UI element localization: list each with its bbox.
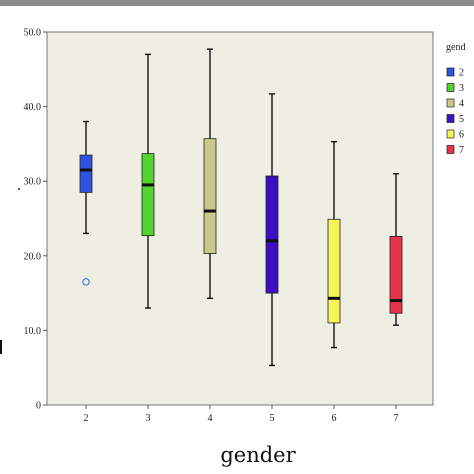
y-tick-label: 20.0 [24,251,42,262]
legend-label-3: 3 [459,83,464,94]
box [389,236,403,314]
legend-swatch-4 [446,98,455,108]
legend-swatch-3 [446,83,455,92]
box-group-4 [203,48,217,300]
legend-label-2: 2 [459,68,464,79]
legend-swatch-6 [446,129,455,139]
x-tick-label: 4 [208,413,213,424]
x-tick-label: 2 [84,413,89,424]
legend-swatch-7 [446,145,455,154]
y-tick-label: 10.0 [24,326,42,337]
legend-swatch-2 [446,67,455,77]
y-tick-label: 50.0 [24,28,42,39]
y-tick-label: 30.0 [24,177,42,188]
x-tick-label: 7 [394,413,399,424]
y-tick-label: 40.0 [24,102,42,113]
left-edge-mark [18,188,20,190]
box [265,175,279,294]
plot-area [46,31,434,406]
legend-label-7: 7 [459,145,464,156]
outlier-point [82,278,90,286]
x-axis: 2 3 4 5 6 7 [84,405,399,424]
left-edge-mark [0,340,2,354]
legend-label-6: 6 [459,130,464,141]
legend-swatch-5 [446,114,455,123]
box-group-3 [141,53,155,309]
legend-title: gend [446,42,465,53]
boxes-layer [79,48,403,367]
x-tick-label: 3 [146,413,151,424]
legend-label-5: 5 [459,114,464,125]
box-group-2 [79,120,93,286]
box-group-5 [265,93,279,367]
box-group-7 [389,173,403,326]
y-axis: 0 10.0 20.0 30.0 40.0 50.0 [24,28,47,412]
box-group-6 [327,140,341,349]
box [327,218,341,324]
x-axis-label: gender [220,443,296,467]
y-tick-label: 0 [36,401,41,412]
legend-label-4: 4 [459,99,464,110]
box [79,154,93,193]
top-border [0,0,474,6]
legend: gend 2 3 4 5 6 7 [446,42,465,156]
x-tick-label: 5 [270,413,275,424]
box [141,153,155,237]
box [203,138,217,254]
x-tick-label: 6 [332,413,337,424]
